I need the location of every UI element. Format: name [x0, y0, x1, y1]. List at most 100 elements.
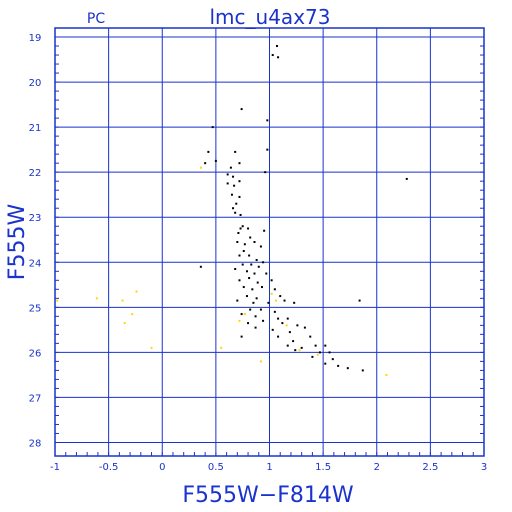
data-point-series-1	[273, 288, 276, 291]
data-point-series-1	[245, 270, 248, 273]
x-tick-label: 0	[159, 462, 165, 473]
data-point-series-1	[324, 344, 327, 347]
data-point-series-2	[298, 349, 301, 352]
x-tick-label: -1	[50, 462, 60, 473]
y-tick-label: 24	[29, 258, 42, 269]
data-point-series-2	[270, 292, 273, 295]
data-point-series-1	[271, 54, 274, 57]
data-point-series-2	[131, 313, 134, 316]
data-point-series-1	[204, 162, 207, 165]
y-tick-label: 26	[29, 348, 42, 359]
data-point-series-1	[234, 268, 237, 271]
data-point-series-1	[248, 277, 251, 280]
x-axis-label: F555W−F814W	[182, 483, 353, 508]
data-point-series-1	[199, 265, 202, 268]
data-point-series-2	[135, 290, 138, 293]
data-point-series-2	[316, 353, 319, 356]
data-point-series-1	[331, 358, 334, 361]
data-point-series-1	[238, 180, 241, 183]
data-point-series-1	[288, 331, 291, 334]
data-point-series-2	[259, 360, 262, 363]
data-point-series-1	[253, 272, 256, 275]
data-point-series-1	[243, 243, 246, 246]
data-point-series-1	[250, 263, 253, 266]
data-point-series-1	[309, 335, 312, 338]
data-point-series-2	[285, 324, 288, 327]
data-point-series-1	[236, 299, 239, 302]
data-point-series-1	[265, 272, 268, 275]
data-point-series-1	[253, 241, 256, 243]
data-point-series-1	[237, 231, 240, 234]
data-point-series-2	[220, 346, 223, 349]
data-point-series-1	[249, 308, 252, 311]
data-point-series-1	[211, 126, 214, 129]
data-point-series-1	[239, 227, 242, 230]
x-tick-label: 1.5	[315, 462, 331, 473]
data-point-series-1	[283, 299, 286, 302]
data-point-series-1	[234, 150, 237, 153]
data-point-series-1	[234, 211, 237, 214]
data-point-series-1	[238, 162, 241, 165]
data-point-series-1	[263, 229, 266, 232]
data-point-series-1	[247, 227, 250, 230]
data-point-series-1	[232, 175, 235, 178]
data-point-series-1	[318, 351, 321, 354]
data-point-series-1	[236, 241, 239, 243]
data-point-series-1	[255, 297, 258, 300]
data-point-series-2	[274, 299, 277, 302]
data-point-series-1	[264, 171, 267, 174]
data-point-series-2	[56, 299, 59, 302]
data-point-series-1	[266, 148, 269, 151]
data-point-series-1	[233, 184, 236, 187]
x-tick-label: 1	[266, 462, 272, 473]
data-point-series-1	[314, 344, 317, 347]
data-point-series-1	[277, 56, 280, 59]
data-point-series-2	[95, 297, 98, 300]
data-point-series-1	[226, 182, 229, 185]
data-point-series-1	[256, 281, 259, 284]
data-point-series-1	[262, 319, 265, 322]
data-point-series-1	[251, 288, 254, 291]
data-point-series-1	[267, 301, 270, 304]
y-tick-label: 25	[29, 303, 42, 314]
data-point-series-1	[277, 317, 280, 320]
data-point-series-1	[248, 254, 251, 257]
data-point-series-1	[249, 236, 252, 239]
data-point-series-1	[255, 259, 258, 262]
data-point-series-1	[257, 265, 260, 268]
data-point-series-1	[240, 108, 243, 111]
data-point-series-1	[238, 254, 241, 257]
data-point-series-2	[385, 373, 388, 376]
x-tick-label: 2	[374, 462, 380, 473]
y-tick-label: 20	[29, 78, 42, 89]
data-point-series-1	[232, 207, 235, 210]
data-point-series-1	[247, 322, 250, 325]
data-point-series-2	[243, 313, 246, 316]
data-point-series-1	[242, 250, 245, 253]
data-point-series-1	[296, 324, 299, 327]
data-point-series-1	[358, 299, 361, 302]
data-point-series-1	[207, 150, 210, 153]
data-point-series-1	[262, 261, 265, 264]
data-point-series-1	[405, 177, 408, 180]
y-tick-label: 23	[29, 213, 42, 224]
data-point-series-1	[241, 263, 244, 266]
data-point-series-2	[238, 319, 241, 322]
data-point-series-1	[259, 308, 262, 311]
data-point-series-1	[286, 317, 289, 320]
data-point-series-1	[276, 45, 279, 48]
data-point-series-2	[150, 346, 153, 349]
data-point-series-1	[324, 362, 327, 365]
data-point-series-1	[311, 355, 314, 358]
data-point-series-1	[303, 326, 306, 329]
data-point-series-1	[230, 193, 233, 196]
data-point-series-1	[337, 364, 340, 367]
data-point-series-1	[294, 349, 297, 352]
data-point-series-1	[286, 344, 289, 347]
data-point-series-1	[259, 245, 262, 248]
data-point-series-2	[121, 299, 124, 302]
y-axis-label: F555W	[5, 204, 30, 281]
data-point-series-2	[123, 322, 126, 325]
